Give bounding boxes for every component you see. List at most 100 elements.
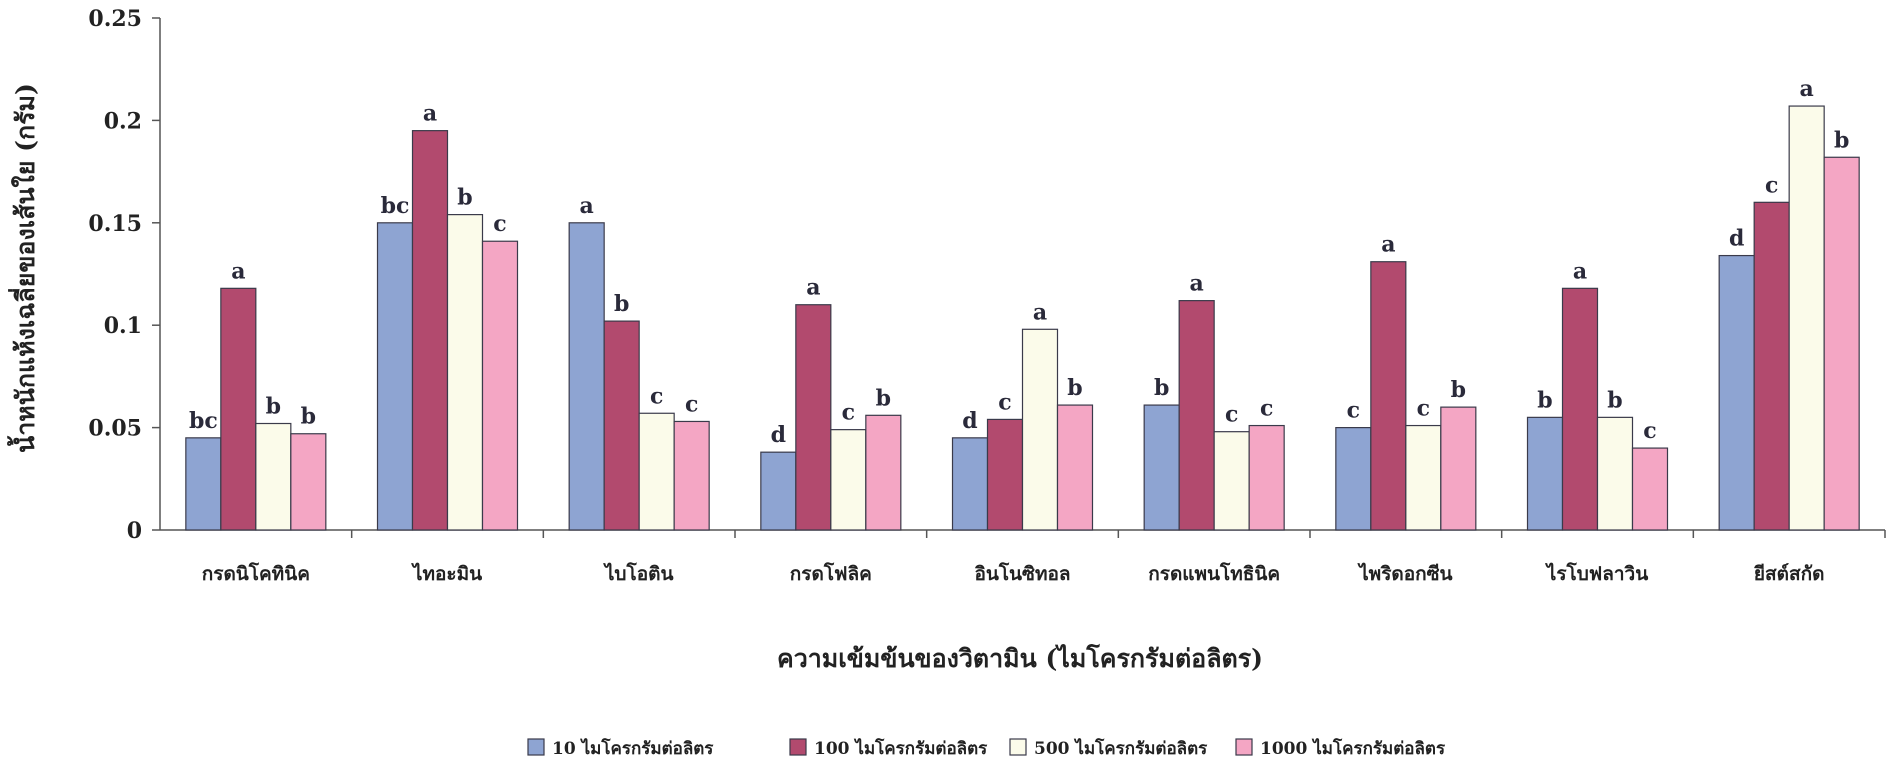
significance-letter: b: [1607, 387, 1622, 413]
significance-letter: a: [1190, 271, 1204, 297]
x-tick-label: ไบโอติน: [603, 562, 674, 585]
bar-2-3: [603, 320, 640, 531]
bar-4-4: [865, 414, 902, 531]
x-tick-label: อินโนซิทอล: [974, 562, 1070, 585]
significance-letter: a: [1381, 232, 1395, 258]
significance-letter: d: [771, 422, 786, 448]
significance-letter: a: [806, 275, 820, 301]
significance-letter: b: [1834, 127, 1849, 153]
significance-letter: c: [998, 389, 1011, 415]
significance-letter: a: [231, 258, 245, 284]
legend-swatch-4: [1235, 738, 1253, 756]
significance-letter: a: [1573, 258, 1587, 284]
significance-letter: a: [580, 193, 594, 219]
significance-letter: bc: [381, 193, 410, 219]
legend-label-2: 100 ไมโครกรัมต่อลิตร: [814, 738, 988, 759]
legend-label-4: 1000 ไมโครกรัมต่อลิตร: [1260, 738, 1446, 759]
bar-3-2: [446, 214, 484, 531]
bar-1-9: [1718, 254, 1755, 531]
y-tick-label: 0.15: [88, 211, 142, 237]
significance-letter: b: [1537, 387, 1552, 413]
bar-2-1: [220, 287, 257, 531]
y-axis-title: น้ำหนักแห้งเฉลี่ยของเส้นใย (กรัม): [6, 83, 40, 453]
bar-4-2: [481, 240, 519, 531]
bar-4-5: [1056, 404, 1094, 531]
legend-label-3: 500 ไมโครกรัมต่อลิตร: [1034, 738, 1208, 759]
significance-letter: d: [962, 408, 977, 434]
significance-letter: a: [1800, 76, 1814, 102]
x-tick-label: ไรโบฟลาวิน: [1545, 562, 1648, 585]
bar-2-9: [1753, 201, 1790, 531]
bar-2-2: [411, 130, 449, 531]
bar-2-8: [1561, 287, 1599, 531]
significance-letter: c: [493, 211, 506, 237]
significance-letter: b: [1154, 375, 1169, 401]
bar-1-1: [185, 437, 222, 531]
bar-2-7: [1370, 261, 1407, 531]
significance-letter: c: [1225, 402, 1238, 428]
bar-3-1: [255, 422, 292, 531]
bar-2-5: [986, 418, 1024, 531]
bar-2-6: [1178, 300, 1215, 531]
significance-letter: b: [1067, 375, 1082, 401]
bar-1-6: [1143, 404, 1180, 531]
y-tick-label: 0.1: [104, 313, 142, 339]
significance-letter: c: [1643, 418, 1656, 444]
bar-4-6: [1248, 424, 1285, 531]
significance-letter: c: [1765, 172, 1778, 198]
legend-label-1: 10 ไมโครกรัมต่อลิตร: [552, 738, 714, 759]
significance-letter: c: [1260, 396, 1273, 422]
y-tick-label: 0: [127, 518, 142, 544]
x-tick-label: กรดโฟลิค: [790, 562, 872, 585]
x-axis-title: ความเข้มข้นของวิตามิน (ไมโครกรัมต่อลิตร): [777, 643, 1263, 673]
bar-4-1: [290, 433, 327, 531]
significance-letter: b: [266, 394, 281, 420]
legend-swatch-3: [1009, 738, 1027, 756]
bar-4-3: [673, 420, 710, 531]
bar-1-2: [376, 222, 414, 531]
bar-4-8: [1631, 447, 1669, 531]
significance-letter: a: [1033, 299, 1047, 325]
significance-letter: b: [1451, 377, 1466, 403]
significance-letter: c: [685, 391, 698, 417]
x-tick-label: ไพริดอกซีน: [1357, 562, 1452, 585]
significance-letter: c: [650, 383, 663, 409]
x-tick-label: กรดแพนโทธินิค: [1148, 562, 1280, 585]
significance-letter: b: [876, 385, 891, 411]
significance-letter: a: [423, 101, 437, 127]
bar-3-7: [1405, 424, 1442, 531]
legend: 10 ไมโครกรัมต่อลิตร 100 ไมโครกรัมต่อลิตร 5…: [527, 738, 1446, 759]
significance-letter: bc: [189, 408, 218, 434]
legend-swatch-2: [789, 738, 807, 756]
bar-2-4: [795, 304, 832, 531]
bar-1-4: [760, 451, 797, 531]
legend-swatch-1: [527, 738, 545, 756]
bar-3-3: [638, 412, 675, 531]
bar-1-3: [568, 222, 605, 531]
x-tick-label: ไทอะมิน: [411, 562, 482, 585]
x-tick-label: กรดนิโคทินิค: [202, 562, 310, 585]
bar-4-9: [1823, 156, 1860, 531]
significance-letter: c: [1417, 396, 1430, 422]
bar-1-8: [1526, 416, 1564, 531]
y-tick-label: 0.2: [104, 108, 142, 134]
bar-3-9: [1788, 105, 1825, 531]
bar-1-5: [951, 437, 989, 531]
bar-3-4: [830, 429, 867, 531]
bar-4-7: [1440, 406, 1477, 531]
y-tick-label: 0.25: [88, 6, 142, 32]
significance-letter: b: [457, 185, 472, 211]
bar-3-8: [1596, 416, 1634, 531]
bar-3-6: [1213, 431, 1250, 531]
bar-3-5: [1021, 328, 1059, 531]
significance-letter: c: [842, 400, 855, 426]
significance-letter: b: [301, 404, 316, 430]
significance-letter: d: [1729, 226, 1744, 252]
significance-letter: c: [1347, 398, 1360, 424]
bar-1-7: [1335, 427, 1372, 531]
significance-letter: b: [614, 291, 629, 317]
y-tick-label: 0.05: [88, 416, 142, 442]
